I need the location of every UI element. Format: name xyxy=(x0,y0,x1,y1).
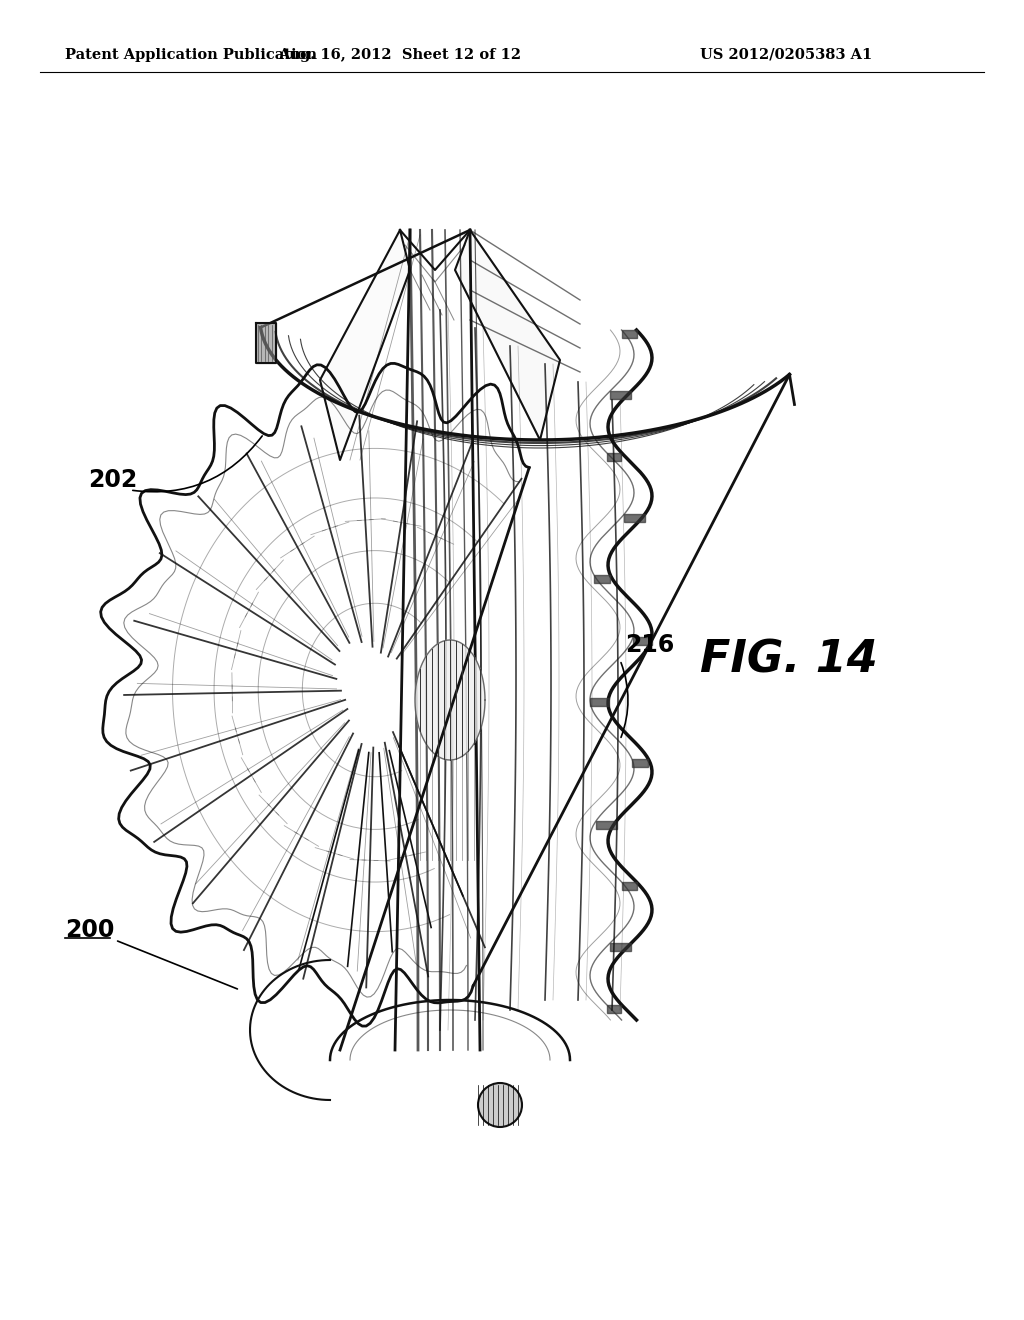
Polygon shape xyxy=(609,944,631,952)
Text: 202: 202 xyxy=(88,469,137,492)
Text: Aug. 16, 2012  Sheet 12 of 12: Aug. 16, 2012 Sheet 12 of 12 xyxy=(279,48,521,62)
Polygon shape xyxy=(319,230,410,459)
Polygon shape xyxy=(455,230,560,440)
Text: 216: 216 xyxy=(625,634,674,657)
Polygon shape xyxy=(632,759,648,767)
Polygon shape xyxy=(590,698,608,706)
Polygon shape xyxy=(622,882,637,890)
Polygon shape xyxy=(622,330,637,338)
Text: 200: 200 xyxy=(65,917,115,942)
Polygon shape xyxy=(609,391,631,400)
Circle shape xyxy=(478,1082,522,1127)
Polygon shape xyxy=(606,1005,622,1012)
Polygon shape xyxy=(625,513,645,521)
Polygon shape xyxy=(256,322,275,363)
Polygon shape xyxy=(596,821,616,829)
Polygon shape xyxy=(415,640,485,760)
Text: US 2012/0205383 A1: US 2012/0205383 A1 xyxy=(700,48,872,62)
Text: FIG. 14: FIG. 14 xyxy=(700,639,878,681)
Polygon shape xyxy=(606,453,622,461)
Polygon shape xyxy=(633,636,652,644)
Text: Patent Application Publication: Patent Application Publication xyxy=(65,48,317,62)
Polygon shape xyxy=(594,576,610,583)
